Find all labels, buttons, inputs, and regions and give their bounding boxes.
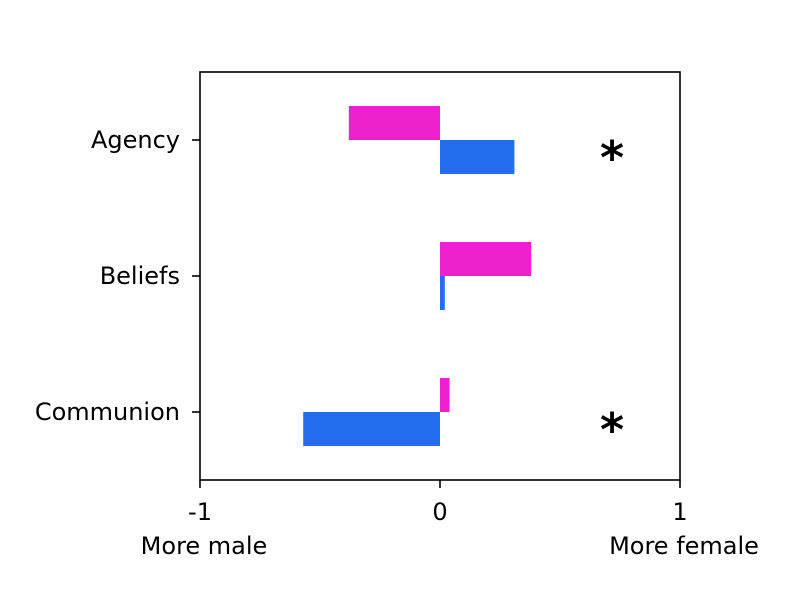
x-note-more-male: More male [141, 532, 268, 560]
significance-star-agency: * [600, 131, 624, 185]
x-tick-label-0: -1 [188, 498, 212, 526]
x-tick-label-2: 1 [672, 498, 687, 526]
x-note-more-female: More female [609, 532, 759, 560]
labels-group: Agency Beliefs Communion -1 0 1 More male More … [35, 126, 759, 560]
bars-group [303, 106, 532, 446]
x-tick-label-1: 0 [432, 498, 447, 526]
y-tick-label-communion: Communion [35, 398, 180, 426]
bar-agency-series-2 [440, 140, 515, 174]
bar-agency-series-1 [348, 106, 440, 140]
y-tick-label-agency: Agency [91, 126, 180, 154]
bar-beliefs-series-2 [440, 276, 445, 310]
bar-communion-series-2 [303, 412, 440, 446]
bar-communion-series-1 [440, 378, 450, 412]
bar-beliefs-series-1 [440, 242, 532, 276]
axes-group [192, 71, 681, 488]
y-tick-label-beliefs: Beliefs [100, 262, 180, 290]
significance-star-communion: * [600, 403, 624, 457]
